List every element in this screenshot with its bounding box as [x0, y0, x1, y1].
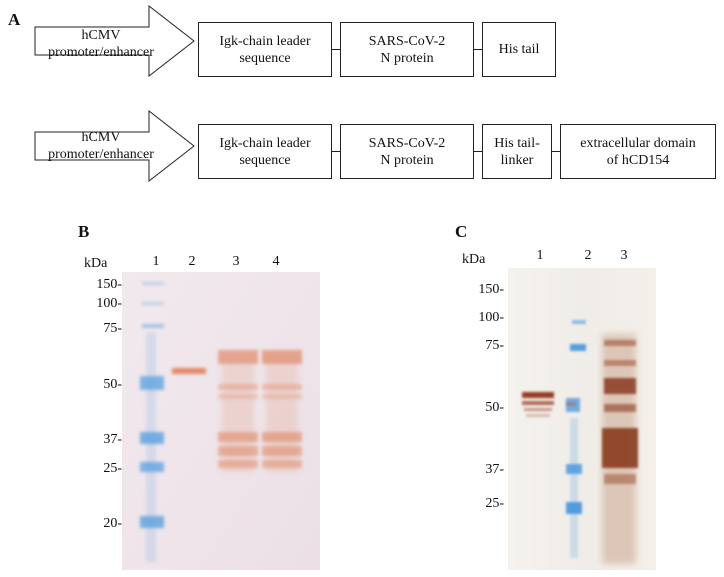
- marker-c-150: 150-: [478, 282, 504, 297]
- promoter-arrow-1: [34, 5, 195, 77]
- marker-b-20: 20-: [103, 516, 122, 531]
- hcd154-box: extracellular domain of hCD154: [560, 124, 716, 179]
- panel-b-label: B: [78, 222, 90, 241]
- lane-label-c-3: 3: [620, 248, 628, 263]
- promoter-label-2: hCMV promoter/enhancer: [48, 130, 154, 162]
- marker-c-25: 25-: [485, 496, 504, 511]
- connector: [474, 151, 482, 152]
- marker-c-37: 37-: [485, 462, 504, 477]
- n-protein-box-1: SARS-CoV-2 N protein: [340, 22, 474, 77]
- marker-c-100: 100-: [478, 310, 504, 325]
- his-tail-box-1: His tail: [482, 22, 556, 77]
- leader-box-1: Igk-chain leader sequence: [198, 22, 332, 77]
- leader-box-2: Igk-chain leader sequence: [198, 124, 332, 179]
- panel-a-label: A: [8, 10, 21, 29]
- lane-label-b-2: 2: [188, 254, 196, 269]
- marker-c-75: 75-: [485, 338, 504, 353]
- marker-b-50: 50-: [103, 377, 122, 392]
- n-protein-box-2: SARS-CoV-2 N protein: [340, 124, 474, 179]
- gel-c-image: [508, 268, 656, 570]
- kda-unit-b: kDa: [84, 256, 108, 271]
- marker-c-50: 50-: [485, 400, 504, 415]
- lane-label-b-4: 4: [272, 254, 280, 269]
- marker-b-75: 75-: [103, 321, 122, 336]
- lane-label-c-2: 2: [584, 248, 592, 263]
- marker-b-150: 150-: [96, 277, 122, 292]
- marker-b-25: 25-: [103, 461, 122, 476]
- promoter-arrow-2: [34, 110, 195, 182]
- gel-b-image: [122, 272, 320, 570]
- marker-b-100: 100-: [96, 296, 122, 311]
- marker-b-37: 37-: [103, 432, 122, 447]
- connector: [332, 151, 340, 152]
- lane-label-c-1: 1: [536, 248, 544, 263]
- connector: [332, 49, 340, 50]
- connector: [552, 151, 560, 152]
- panel-c-label: C: [455, 222, 468, 241]
- kda-unit-c: kDa: [462, 252, 486, 267]
- promoter-label-1: hCMV promoter/enhancer: [48, 28, 154, 60]
- connector: [474, 49, 482, 50]
- lane-label-b-3: 3: [232, 254, 240, 269]
- lane-label-b-1: 1: [152, 254, 160, 269]
- his-tail-linker-box: His tail- linker: [482, 124, 552, 179]
